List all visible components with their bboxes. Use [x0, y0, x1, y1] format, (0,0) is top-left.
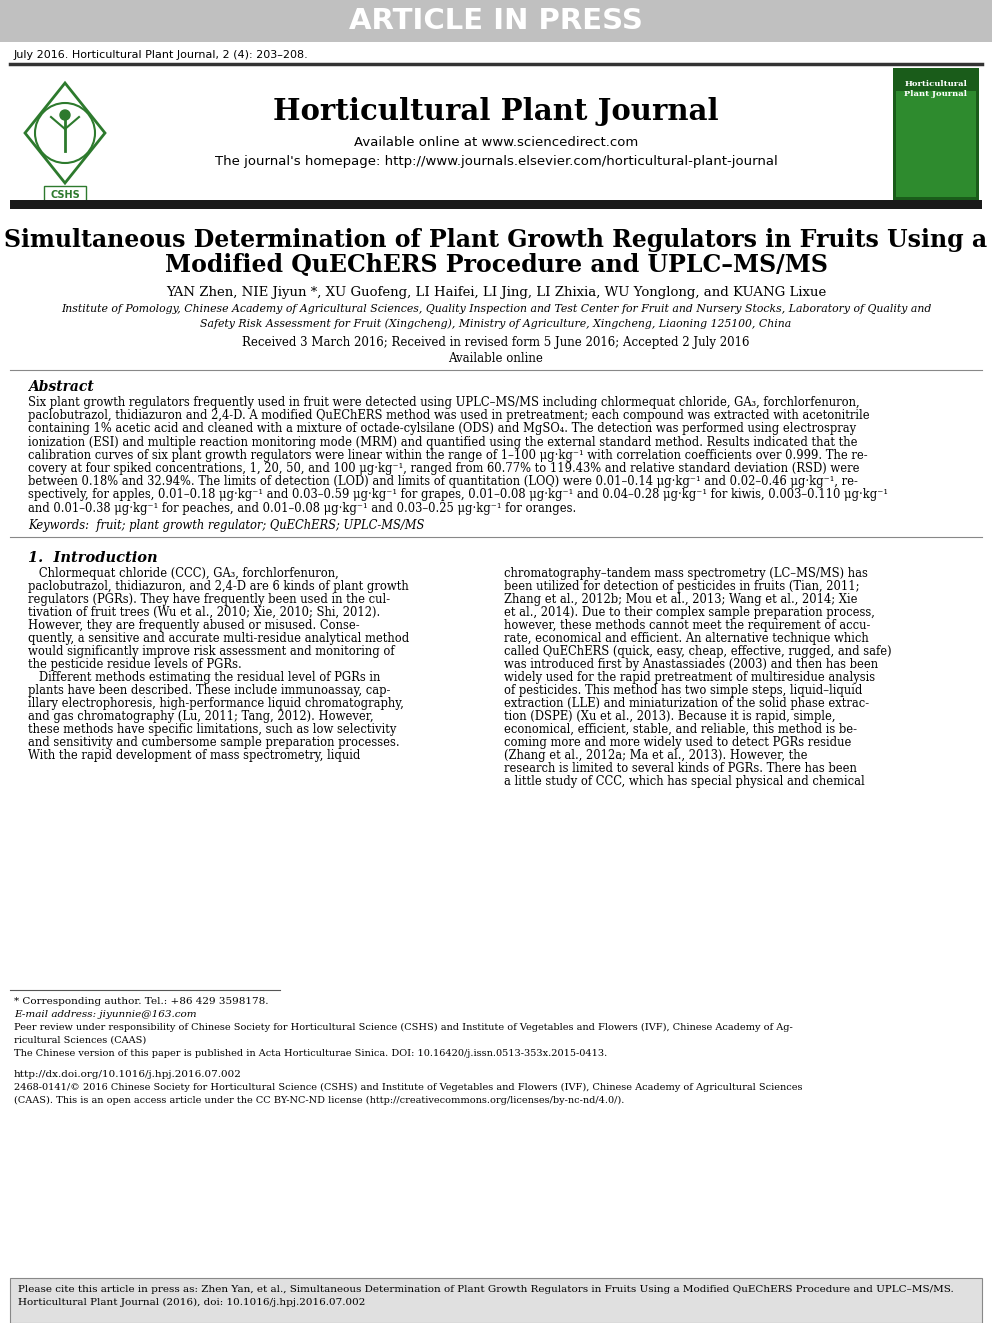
- Text: 1.  Introduction: 1. Introduction: [28, 550, 158, 565]
- Text: calibration curves of six plant growth regulators were linear within the range o: calibration curves of six plant growth r…: [28, 448, 868, 462]
- Text: was introduced first by Anastassiades (2003) and then has been: was introduced first by Anastassiades (2…: [504, 658, 878, 671]
- Text: CSHS: CSHS: [51, 189, 80, 200]
- Text: The Chinese version of this paper is published in Acta Horticulturae Sinica. DOI: The Chinese version of this paper is pub…: [14, 1049, 607, 1058]
- Text: Available online: Available online: [448, 352, 544, 365]
- Text: http://dx.doi.org/10.1016/j.hpj.2016.07.002: http://dx.doi.org/10.1016/j.hpj.2016.07.…: [14, 1070, 242, 1080]
- Bar: [10, 200, 982, 209]
- Text: plants have been described. These include immunoassay, cap-: plants have been described. These includ…: [28, 684, 391, 697]
- Text: the pesticide residue levels of PGRs.: the pesticide residue levels of PGRs.: [28, 658, 242, 671]
- Text: Horticultural
Plant Journal: Horticultural Plant Journal: [905, 79, 967, 98]
- Text: With the rapid development of mass spectrometry, liquid: With the rapid development of mass spect…: [28, 749, 360, 762]
- Text: called QuEChERS (quick, easy, cheap, effective, rugged, and safe): called QuEChERS (quick, easy, cheap, eff…: [504, 644, 892, 658]
- Text: widely used for the rapid pretreatment of multiresidue analysis: widely used for the rapid pretreatment o…: [504, 671, 875, 684]
- Text: Available online at www.sciencedirect.com: Available online at www.sciencedirect.co…: [354, 136, 638, 149]
- Bar: [896, 91, 976, 197]
- Text: Horticultural Plant Journal (2016), doi: 10.1016/j.hpj.2016.07.002: Horticultural Plant Journal (2016), doi:…: [18, 1298, 365, 1307]
- Text: rate, economical and efficient. An alternative technique which: rate, economical and efficient. An alter…: [504, 632, 869, 644]
- Text: coming more and more widely used to detect PGRs residue: coming more and more widely used to dete…: [504, 736, 851, 749]
- Text: However, they are frequently abused or misused. Conse-: However, they are frequently abused or m…: [28, 619, 360, 632]
- Text: these methods have specific limitations, such as low selectivity: these methods have specific limitations,…: [28, 722, 397, 736]
- Text: a little study of CCC, which has special physical and chemical: a little study of CCC, which has special…: [504, 775, 865, 787]
- Text: and sensitivity and cumbersome sample preparation processes.: and sensitivity and cumbersome sample pr…: [28, 736, 400, 749]
- Text: would significantly improve risk assessment and monitoring of: would significantly improve risk assessm…: [28, 644, 395, 658]
- Circle shape: [35, 103, 95, 163]
- Text: illary electrophoresis, high-performance liquid chromatography,: illary electrophoresis, high-performance…: [28, 697, 404, 710]
- Text: and gas chromatography (Lu, 2011; Tang, 2012). However,: and gas chromatography (Lu, 2011; Tang, …: [28, 710, 374, 722]
- Text: covery at four spiked concentrations, 1, 20, 50, and 100 μg·kg⁻¹, ranged from 60: covery at four spiked concentrations, 1,…: [28, 462, 859, 475]
- Text: quently, a sensitive and accurate multi-residue analytical method: quently, a sensitive and accurate multi-…: [28, 632, 410, 644]
- Text: paclobutrazol, thidiazuron and 2,4-D. A modified QuEChERS method was used in pre: paclobutrazol, thidiazuron and 2,4-D. A …: [28, 409, 870, 422]
- Text: Peer review under responsibility of Chinese Society for Horticultural Science (C: Peer review under responsibility of Chin…: [14, 1023, 793, 1032]
- Text: 2468-0141/© 2016 Chinese Society for Horticultural Science (CSHS) and Institute : 2468-0141/© 2016 Chinese Society for Hor…: [14, 1084, 803, 1091]
- Text: ionization (ESI) and multiple reaction monitoring mode (MRM) and quantified usin: ionization (ESI) and multiple reaction m…: [28, 435, 857, 448]
- Text: * Corresponding author. Tel.: +86 429 3598178.: * Corresponding author. Tel.: +86 429 35…: [14, 998, 269, 1005]
- Text: ARTICLE IN PRESS: ARTICLE IN PRESS: [349, 7, 643, 34]
- Text: economical, efficient, stable, and reliable, this method is be-: economical, efficient, stable, and relia…: [504, 722, 857, 736]
- Text: Safety Risk Assessment for Fruit (Xingcheng), Ministry of Agriculture, Xingcheng: Safety Risk Assessment for Fruit (Xingch…: [200, 318, 792, 328]
- Text: regulators (PGRs). They have frequently been used in the cul-: regulators (PGRs). They have frequently …: [28, 593, 390, 606]
- Text: The journal's homepage: http://www.journals.elsevier.com/horticultural-plant-jou: The journal's homepage: http://www.journ…: [214, 155, 778, 168]
- Text: Modified QuEChERS Procedure and UPLC–MS/MS: Modified QuEChERS Procedure and UPLC–MS/…: [165, 253, 827, 277]
- Text: et al., 2014). Due to their complex sample preparation process,: et al., 2014). Due to their complex samp…: [504, 606, 875, 619]
- Text: tion (DSPE) (Xu et al., 2013). Because it is rapid, simple,: tion (DSPE) (Xu et al., 2013). Because i…: [504, 710, 835, 722]
- Text: (CAAS). This is an open access article under the CC BY-NC-ND license (http://cre: (CAAS). This is an open access article u…: [14, 1095, 624, 1105]
- Text: (Zhang et al., 2012a; Ma et al., 2013). However, the: (Zhang et al., 2012a; Ma et al., 2013). …: [504, 749, 807, 762]
- Circle shape: [60, 110, 70, 120]
- Text: July 2016. Horticultural Plant Journal, 2 (4): 203–208.: July 2016. Horticultural Plant Journal, …: [14, 50, 309, 60]
- Text: Institute of Pomology, Chinese Academy of Agricultural Sciences, Quality Inspect: Institute of Pomology, Chinese Academy o…: [61, 304, 931, 314]
- Text: Simultaneous Determination of Plant Growth Regulators in Fruits Using a: Simultaneous Determination of Plant Grow…: [4, 228, 988, 251]
- Text: Keywords:  fruit; plant growth regulator; QuEChERS; UPLC-MS/MS: Keywords: fruit; plant growth regulator;…: [28, 519, 425, 532]
- Text: Please cite this article in press as: Zhen Yan, et al., Simultaneous Determinati: Please cite this article in press as: Zh…: [18, 1285, 953, 1294]
- Text: paclobutrazol, thidiazuron, and 2,4-D are 6 kinds of plant growth: paclobutrazol, thidiazuron, and 2,4-D ar…: [28, 579, 409, 593]
- Text: Six plant growth regulators frequently used in fruit were detected using UPLC–MS: Six plant growth regulators frequently u…: [28, 396, 860, 409]
- Text: Different methods estimating the residual level of PGRs in: Different methods estimating the residua…: [28, 671, 380, 684]
- Text: Received 3 March 2016; Received in revised form 5 June 2016; Accepted 2 July 201: Received 3 March 2016; Received in revis…: [242, 336, 750, 349]
- Text: spectively, for apples, 0.01–0.18 μg·kg⁻¹ and 0.03–0.59 μg·kg⁻¹ for grapes, 0.01: spectively, for apples, 0.01–0.18 μg·kg⁻…: [28, 488, 888, 501]
- Text: E-mail address: jiyunnie@163.com: E-mail address: jiyunnie@163.com: [14, 1009, 196, 1019]
- Text: Zhang et al., 2012b; Mou et al., 2013; Wang et al., 2014; Xie: Zhang et al., 2012b; Mou et al., 2013; W…: [504, 593, 857, 606]
- Bar: [893, 67, 979, 200]
- Text: Abstract: Abstract: [28, 380, 94, 394]
- Text: research is limited to several kinds of PGRs. There has been: research is limited to several kinds of …: [504, 762, 857, 775]
- Text: of pesticides. This method has two simple steps, liquid–liquid: of pesticides. This method has two simpl…: [504, 684, 862, 697]
- Text: containing 1% acetic acid and cleaned with a mixture of octade-cylsilane (ODS) a: containing 1% acetic acid and cleaned wi…: [28, 422, 856, 435]
- Text: and 0.01–0.38 μg·kg⁻¹ for peaches, and 0.01–0.08 μg·kg⁻¹ and 0.03–0.25 μg·kg⁻¹ f: and 0.01–0.38 μg·kg⁻¹ for peaches, and 0…: [28, 501, 576, 515]
- Bar: [0, 0, 992, 42]
- Text: between 0.18% and 32.94%. The limits of detection (LOD) and limits of quantitati: between 0.18% and 32.94%. The limits of …: [28, 475, 858, 488]
- Text: ricultural Sciences (CAAS): ricultural Sciences (CAAS): [14, 1036, 146, 1045]
- Text: however, these methods cannot meet the requirement of accu-: however, these methods cannot meet the r…: [504, 619, 870, 632]
- Text: extraction (LLE) and miniaturization of the solid phase extrac-: extraction (LLE) and miniaturization of …: [504, 697, 869, 710]
- Text: been utilized for detection of pesticides in fruits (Tian, 2011;: been utilized for detection of pesticide…: [504, 579, 859, 593]
- Text: YAN Zhen, NIE Jiyun *, XU Guofeng, LI Haifei, LI Jing, LI Zhixia, WU Yonglong, a: YAN Zhen, NIE Jiyun *, XU Guofeng, LI Ha…: [166, 286, 826, 299]
- Bar: [44, 187, 86, 202]
- Text: chromatography–tandem mass spectrometry (LC–MS/MS) has: chromatography–tandem mass spectrometry …: [504, 566, 868, 579]
- Text: Horticultural Plant Journal: Horticultural Plant Journal: [273, 97, 719, 126]
- Bar: [10, 1278, 982, 1323]
- Text: Chlormequat chloride (CCC), GA₃, forchlorfenuron,: Chlormequat chloride (CCC), GA₃, forchlo…: [28, 566, 338, 579]
- Text: tivation of fruit trees (Wu et al., 2010; Xie, 2010; Shi, 2012).: tivation of fruit trees (Wu et al., 2010…: [28, 606, 380, 619]
- Polygon shape: [25, 83, 105, 183]
